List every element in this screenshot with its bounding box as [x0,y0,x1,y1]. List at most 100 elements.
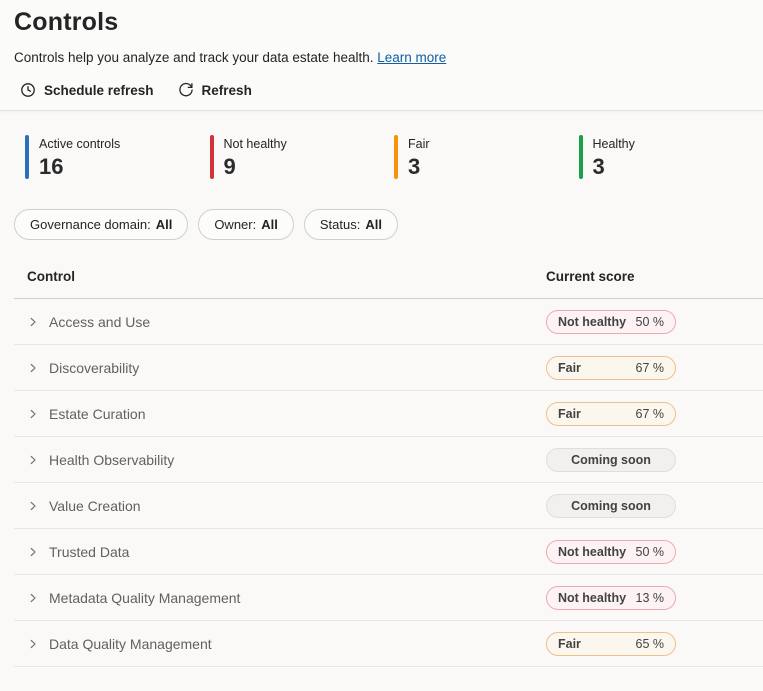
score-cell: Not healthy 50 % [546,309,763,334]
control-name: Data Quality Management [49,635,212,652]
score-cell: Not healthy 50 % [546,539,763,564]
refresh-icon [178,82,194,98]
score-badge-label: Not healthy [558,314,627,329]
score-badge-value: 67 % [635,406,665,421]
subtitle-text: Controls help you analyze and track your… [14,50,374,65]
stat-color-bar [25,135,29,179]
stat-card-not-healthy: Not healthy 9 [209,134,395,180]
stat-color-bar [394,135,398,179]
filter-pill-owner[interactable]: Owner: All [198,209,294,240]
control-name: Health Observability [49,451,175,468]
score-badge-value: 50 % [635,544,665,559]
page-title: Controls [14,8,119,36]
chevron-right-icon[interactable] [27,634,39,654]
control-name: Access and Use [49,313,151,330]
score-badge-value: 50 % [635,314,665,329]
stat-value: 16 [39,154,64,179]
score-cell: Coming soon [546,447,763,472]
control-name: Metadata Quality Management [49,589,241,606]
stat-value: 3 [592,154,605,179]
stat-card-healthy: Healthy 3 [578,134,763,180]
score-badge: Not healthy 13 % [546,585,676,610]
stat-text: Fair 3 [408,134,430,180]
column-header-current-score: Current score [546,269,635,284]
table-row[interactable]: Access and Use Not healthy 50 % [14,299,763,345]
table-row[interactable]: Trusted Data Not healthy 50 % [14,529,763,575]
table-row[interactable]: Metadata Quality Management Not healthy … [14,575,763,621]
score-cell: Fair 65 % [546,631,763,656]
score-badge: Not healthy 50 % [546,539,676,564]
filter-label: Status: [319,217,361,232]
page-header: Controls Controls help you analyze and t… [0,0,763,111]
stat-card-active-controls: Active controls 16 [25,134,210,180]
score-badge: Not healthy 50 % [546,309,676,334]
stat-text: Not healthy 9 [224,134,287,180]
learn-more-link[interactable]: Learn more [377,50,447,65]
stat-label: Active controls [39,137,121,151]
chevron-right-icon[interactable] [27,404,39,424]
control-name-cell: Estate Curation [14,404,546,424]
chevron-right-icon[interactable] [27,496,39,516]
refresh-button[interactable]: Refresh [174,80,256,100]
chevron-right-icon[interactable] [27,542,39,562]
table-row[interactable]: Estate Curation Fair 67 % [14,391,763,437]
score-badge: Fair 65 % [546,631,676,656]
score-badge-label: Not healthy [558,590,627,605]
filter-pill-governance-domain[interactable]: Governance domain: All [14,209,189,240]
table-row[interactable]: Value Creation Coming soon [14,483,763,529]
score-badge-label: Fair [558,406,581,421]
score-cell: Fair 67 % [546,401,763,426]
score-badge-label: Fair [558,360,581,375]
score-badge-value: 13 % [635,590,665,605]
score-badge-label: Coming soon [571,452,651,467]
control-name-cell: Access and Use [14,312,546,332]
filter-label: Governance domain: [30,217,151,232]
stat-text: Healthy 3 [593,134,635,180]
controls-table: Control Current score Access and Use Not… [14,255,763,667]
stat-value: 3 [408,154,421,179]
table-body: Access and Use Not healthy 50 % Discover… [14,299,763,667]
score-badge-label: Not healthy [558,544,627,559]
control-name: Discoverability [49,359,140,376]
stat-label: Fair [408,137,430,151]
control-name-cell: Metadata Quality Management [14,588,546,608]
control-name: Trusted Data [49,543,130,560]
score-cell: Coming soon [546,493,763,518]
schedule-refresh-button[interactable]: Schedule refresh [16,80,158,100]
filter-pill-status[interactable]: Status: All [303,209,398,240]
control-name-cell: Value Creation [14,496,546,516]
stat-color-bar [578,135,583,179]
score-badge-label: Fair [558,636,581,651]
filter-label: Owner: [214,217,257,232]
table-header-row: Control Current score [14,255,763,299]
page-subtitle: Controls help you analyze and track your… [14,49,749,67]
filter-bar: Governance domain: All Owner: All Status… [14,209,763,240]
table-row[interactable]: Data Quality Management Fair 65 % [14,621,763,667]
chevron-right-icon[interactable] [27,450,39,470]
filter-value: All [261,217,278,232]
table-row[interactable]: Discoverability Fair 67 % [14,345,763,391]
refresh-label: Refresh [201,82,252,98]
score-badge-value: 67 % [635,360,665,375]
table-row[interactable]: Health Observability Coming soon [14,437,763,483]
control-name: Estate Curation [49,405,146,422]
chevron-right-icon[interactable] [27,312,39,332]
score-badge-value: 65 % [635,636,665,651]
column-header-control: Control [27,269,75,284]
score-cell: Fair 67 % [546,355,763,380]
command-bar: Schedule refresh Refresh [16,80,749,110]
control-name: Value Creation [49,497,141,514]
stat-value: 9 [223,154,236,179]
score-badge: Coming soon [546,447,676,472]
chevron-right-icon[interactable] [27,358,39,378]
stat-color-bar [209,135,214,179]
score-badge: Fair 67 % [546,401,676,426]
score-badge: Fair 67 % [546,355,676,380]
control-name-cell: Discoverability [14,358,546,378]
filter-value: All [155,217,173,232]
chevron-right-icon[interactable] [27,588,39,608]
control-name-cell: Trusted Data [14,542,546,562]
control-name-cell: Data Quality Management [14,634,546,654]
stat-card-fair: Fair 3 [394,134,579,180]
stat-label: Not healthy [223,137,287,151]
